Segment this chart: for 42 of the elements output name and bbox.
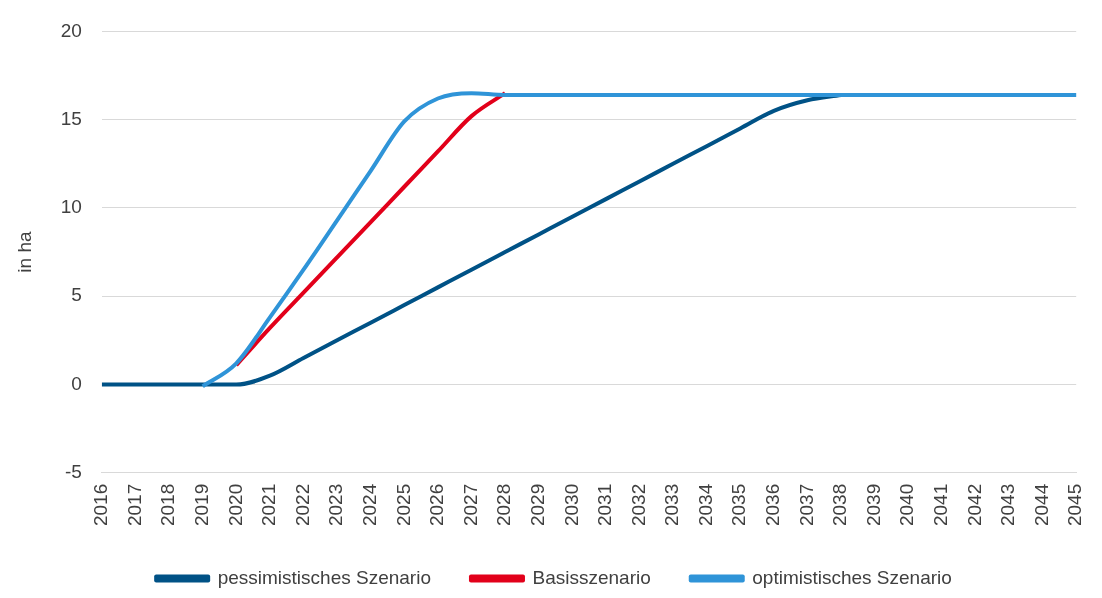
y-tick-label: 5 (71, 284, 82, 306)
x-tick-label: 2036 (762, 483, 784, 527)
x-tick-label: 2019 (190, 483, 212, 527)
x-tick-label: 2042 (963, 483, 985, 527)
x-tick-label: 2021 (258, 483, 280, 527)
y-tick-label: -5 (65, 460, 82, 482)
x-tick-label: 2028 (493, 483, 515, 527)
y-tick-label: 15 (60, 107, 82, 129)
x-tick-label: 2017 (123, 483, 145, 527)
x-tick-label: 2038 (829, 483, 851, 527)
x-tick-label: 2022 (291, 483, 313, 527)
x-tick-label: 2030 (560, 483, 582, 527)
y-tick-label: 0 (71, 372, 82, 394)
y-tick-label: 20 (60, 19, 82, 41)
x-tick-label: 2040 (896, 483, 918, 527)
x-tick-label: 2027 (459, 483, 481, 527)
x-tick-label: 2033 (661, 483, 683, 527)
x-tick-label: 2035 (728, 483, 750, 527)
x-tick-label: 2043 (997, 483, 1019, 527)
x-tick-label: 2034 (694, 483, 716, 527)
line-series (200, 91, 1079, 389)
x-tick-label: 2026 (426, 483, 448, 527)
line-series (234, 91, 508, 368)
y-axis-title: in ha (13, 231, 35, 273)
x-tick-label: 2041 (930, 483, 952, 527)
x-tick-label: 2037 (795, 483, 817, 527)
x-tick-label: 2045 (1064, 483, 1086, 527)
x-tick-label: 2016 (90, 483, 112, 527)
y-tick-label: 10 (60, 196, 82, 218)
x-tick-label: 2025 (392, 483, 414, 527)
x-tick-label: 2018 (157, 483, 179, 527)
legend-label: pessimistisches Szenario (217, 566, 431, 588)
x-tick-label: 2032 (627, 483, 649, 527)
legend-label: Basisszenario (532, 566, 651, 588)
legend-label: optimistisches Szenario (752, 566, 952, 588)
x-tick-label: 2024 (358, 483, 380, 527)
x-tick-label: 2031 (594, 483, 616, 527)
x-tick-label: 2039 (862, 483, 884, 527)
x-tick-label: 2020 (224, 483, 246, 527)
x-tick-label: 2029 (526, 483, 548, 527)
x-tick-label: 2044 (1030, 483, 1052, 527)
x-tick-label: 2023 (325, 483, 347, 527)
